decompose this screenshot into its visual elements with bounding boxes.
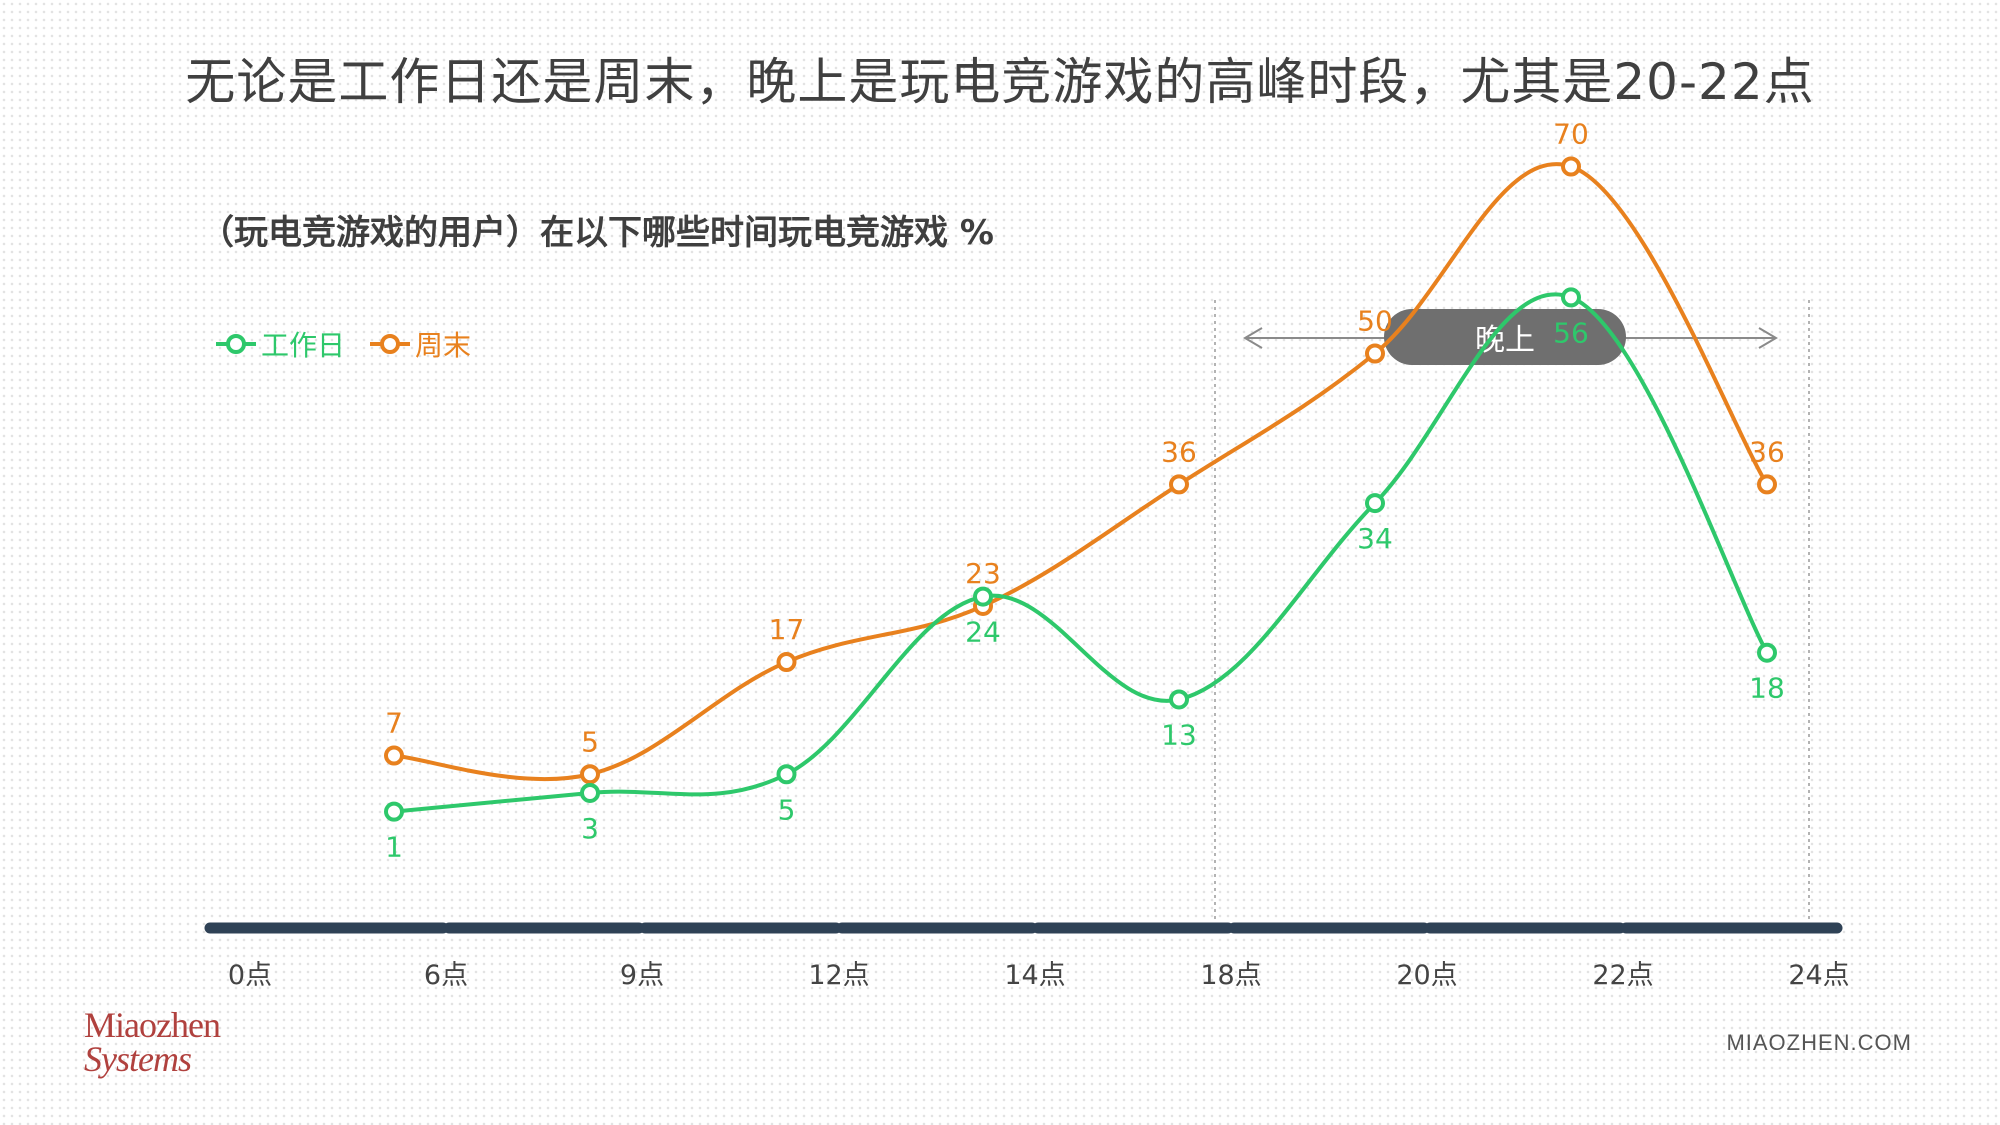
data-point-weekday: [384, 801, 404, 822]
data-point-weekend: [1365, 343, 1385, 364]
data-label-weekday: 18: [1749, 672, 1785, 705]
data-label-weekday: 24: [965, 616, 1001, 649]
data-label-weekend: 23: [965, 557, 1001, 590]
data-label-weekend: 36: [1749, 435, 1785, 468]
legend: 工作日 周末: [216, 329, 471, 362]
chart-subtitle: （玩电竞游戏的用户）在以下哪些时间玩电竞游戏 %: [200, 213, 994, 253]
x-tick-label: 6点: [424, 960, 468, 991]
site-url: MIAOZHEN.COM: [1726, 1030, 1912, 1055]
data-point-weekend: [1757, 474, 1777, 495]
data-label-weekday: 34: [1357, 522, 1393, 555]
x-tick-label: 20点: [1396, 960, 1457, 991]
logo-line2: Systems: [84, 1039, 192, 1080]
series-line-weekday: [393, 292, 1769, 814]
data-label-weekday: 3: [581, 812, 599, 845]
data-point-weekend: [776, 652, 797, 673]
data-label-weekend: 36: [1161, 435, 1197, 468]
x-tick-labels: 0点 6点 9点 12点 14点 18点 20点 22点 24点: [228, 960, 1850, 991]
data-point-weekend: [580, 764, 600, 785]
data-label-weekday: 13: [1161, 718, 1197, 751]
data-point-weekday: [1365, 493, 1385, 514]
data-point-weekend: [1169, 474, 1189, 495]
data-point-weekday: [580, 782, 600, 803]
data-label-weekday: 1: [385, 831, 403, 864]
miaozhen-logo: Miaozhen Systems: [84, 1005, 221, 1080]
data-label-weekend: 5: [581, 725, 599, 758]
data-point-weekend: [384, 745, 404, 766]
legend-label-weekday: 工作日: [261, 329, 345, 362]
data-label-weekday: 5: [778, 793, 796, 826]
data-label-weekend: 70: [1553, 118, 1589, 151]
data-point-weekday: [1169, 689, 1189, 710]
data-point-weekend: [1561, 156, 1581, 177]
series-weekend: 7 5 17 23 36 50 70 36: [384, 118, 1785, 785]
data-point-weekday: [776, 764, 797, 785]
x-tick-label: 14点: [1004, 960, 1065, 991]
x-tick-label: 12点: [808, 960, 869, 991]
x-tick-label: 24点: [1788, 960, 1849, 991]
series-line-weekend: [393, 162, 1769, 782]
data-label-weekend: 17: [769, 613, 805, 646]
data-point-weekday: [1757, 642, 1777, 663]
page-headline: 无论是工作日还是周末，晚上是玩电竞游戏的高峰时段，尤其是20-22点: [185, 53, 1815, 111]
data-label-weekend: 50: [1357, 305, 1393, 338]
data-point-weekday: [1561, 287, 1581, 308]
data-point-weekday: [973, 586, 993, 607]
legend-item-weekend: 周末: [370, 329, 471, 362]
x-tick-label: 18点: [1200, 960, 1261, 991]
legend-label-weekend: 周末: [415, 329, 471, 362]
evening-label-pill: [1384, 309, 1626, 365]
x-tick-label: 22点: [1592, 960, 1653, 991]
evening-label: 晚上: [1475, 323, 1535, 358]
logo-line1: Miaozhen: [84, 1005, 221, 1045]
data-label-weekend: 7: [385, 707, 403, 740]
data-label-weekday: 56: [1553, 316, 1589, 349]
x-tick-label: 9点: [620, 960, 664, 991]
legend-item-weekday: 工作日: [216, 329, 345, 362]
x-tick-label: 0点: [228, 960, 272, 991]
